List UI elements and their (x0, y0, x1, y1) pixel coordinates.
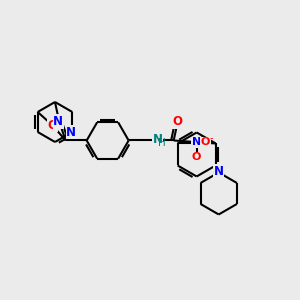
Text: N: N (153, 133, 163, 146)
Text: N: N (192, 137, 201, 148)
Text: O: O (47, 119, 58, 132)
Text: N: N (214, 165, 224, 178)
Text: -: - (210, 134, 213, 143)
Text: O: O (173, 115, 183, 128)
Text: N: N (53, 115, 63, 128)
Text: H: H (158, 139, 166, 148)
Text: O: O (192, 152, 201, 163)
Text: +: + (197, 134, 204, 143)
Text: N: N (66, 125, 76, 139)
Text: O: O (201, 137, 210, 148)
